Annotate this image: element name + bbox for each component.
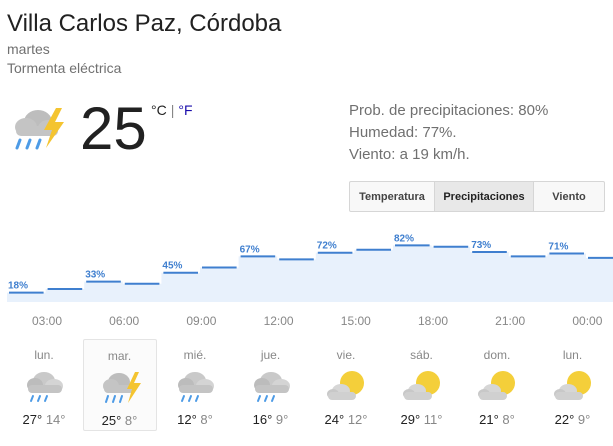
partly-cloudy-icon [324, 366, 370, 406]
precipitation-area [7, 245, 613, 302]
unit-switcher: °C | °F [151, 102, 193, 118]
forecast-day-name: mar. [107, 349, 132, 363]
celsius-unit[interactable]: °C [151, 102, 167, 118]
daily-forecast: lun. 27° 14° mar. 25° 8° mié. 12° 8° jue. 16° 9… [7, 339, 607, 431]
rain-cloud-icon [173, 366, 219, 406]
forecast-temps: 22° 9° [536, 412, 610, 427]
forecast-temps: 29° 11° [385, 412, 459, 427]
forecast-day-5[interactable]: sáb. 29° 11° [385, 339, 459, 431]
forecast-low: 9° [577, 412, 591, 427]
current-temperature: 25 [80, 95, 147, 162]
forecast-day-name: dom. [483, 348, 511, 362]
forecast-high: 24° [324, 412, 345, 427]
forecast-day-name: lun. [562, 348, 583, 362]
forecast-day-4[interactable]: vie. 24° 12° [309, 339, 383, 431]
fahrenheit-unit[interactable]: °F [178, 102, 193, 118]
current-condition: Tormenta eléctrica [7, 60, 122, 76]
x-axis-tick: 15:00 [341, 314, 371, 328]
forecast-high: 25° [101, 413, 122, 428]
forecast-low: 11° [423, 412, 443, 427]
partly-cloudy-icon [551, 366, 597, 406]
thunderstorm-icon [99, 367, 145, 407]
forecast-day-name: sáb. [410, 348, 433, 362]
partly-cloudy-icon [475, 366, 521, 406]
forecast-day-0[interactable]: lun. 27° 14° [7, 339, 81, 431]
humidity: Humedad: 77%. [349, 124, 457, 141]
forecast-day-name: jue. [260, 348, 281, 362]
x-axis-tick: 21:00 [495, 314, 525, 328]
forecast-day-7[interactable]: lun. 22° 9° [536, 339, 610, 431]
forecast-low: 9° [275, 412, 289, 427]
precipitation-label: 73% [471, 240, 491, 251]
tab-temperature[interactable]: Temperatura [350, 182, 435, 211]
x-axis-tick: 18:00 [418, 314, 448, 328]
chart-tabs: Temperatura Precipitaciones Viento [349, 181, 605, 212]
unit-separator: | [170, 102, 175, 118]
precipitation-chart: 18% 33% 45% 67% 72% 82% 73% 71% 03:00 06:00 09:00 1… [7, 233, 613, 328]
forecast-high: 21° [479, 412, 499, 427]
forecast-high: 16° [252, 412, 273, 427]
forecast-low: 12° [347, 412, 368, 427]
forecast-day-3[interactable]: jue. 16° 9° [234, 339, 308, 431]
forecast-day-name: lun. [34, 348, 54, 362]
current-day: martes [7, 41, 50, 57]
precipitation-label: 33% [85, 270, 105, 281]
location-title: Villa Carlos Paz, Córdoba [7, 10, 282, 37]
forecast-low: 14° [45, 412, 66, 427]
precipitation-label: 82% [394, 233, 414, 244]
precipitation-label: 18% [8, 281, 28, 292]
forecast-high: 27° [22, 412, 43, 427]
forecast-temps: 27° 14° [7, 412, 81, 427]
rain-cloud-icon [249, 366, 295, 406]
forecast-temps: 21° 8° [460, 412, 534, 427]
x-axis-tick: 09:00 [186, 314, 216, 328]
thunderstorm-icon [15, 108, 64, 150]
forecast-temps: 25° 8° [84, 413, 156, 428]
weather-details: Prob. de precipitaciones: 80% Humedad: 7… [349, 100, 548, 166]
x-axis-tick: 06:00 [109, 314, 139, 328]
x-axis-tick: 03:00 [32, 314, 62, 328]
x-axis-tick: 12:00 [264, 314, 294, 328]
forecast-day-name: vie. [336, 348, 356, 362]
precipitation-probability: Prob. de precipitaciones: 80% [349, 102, 549, 119]
forecast-low: 8° [124, 413, 138, 428]
forecast-temps: 24° 12° [309, 412, 383, 427]
tab-precipitation[interactable]: Precipitaciones [435, 182, 534, 211]
wind-speed: Viento: a 19 km/h. [349, 146, 470, 163]
forecast-day-6[interactable]: dom. 21° 8° [460, 339, 534, 431]
x-axis-tick: 00:00 [572, 314, 602, 328]
forecast-high: 12° [177, 412, 197, 427]
precipitation-label: 72% [317, 241, 337, 252]
forecast-high: 29° [400, 412, 421, 427]
forecast-temps: 16° 9° [234, 412, 308, 427]
forecast-day-1[interactable]: mar. 25° 8° [82, 339, 157, 431]
tab-wind[interactable]: Viento [552, 190, 586, 203]
precipitation-label: 71% [548, 241, 568, 252]
rain-cloud-icon [22, 366, 68, 406]
forecast-day-2[interactable]: mié. 12° 8° [158, 339, 232, 431]
precipitation-label: 67% [240, 244, 260, 255]
forecast-temps: 12° 8° [158, 412, 232, 427]
forecast-low: 8° [200, 412, 213, 427]
forecast-high: 22° [554, 412, 575, 427]
precipitation-label: 45% [162, 261, 182, 272]
forecast-day-name: mié. [183, 348, 207, 362]
forecast-low: 8° [502, 412, 515, 427]
partly-cloudy-icon [400, 366, 446, 406]
